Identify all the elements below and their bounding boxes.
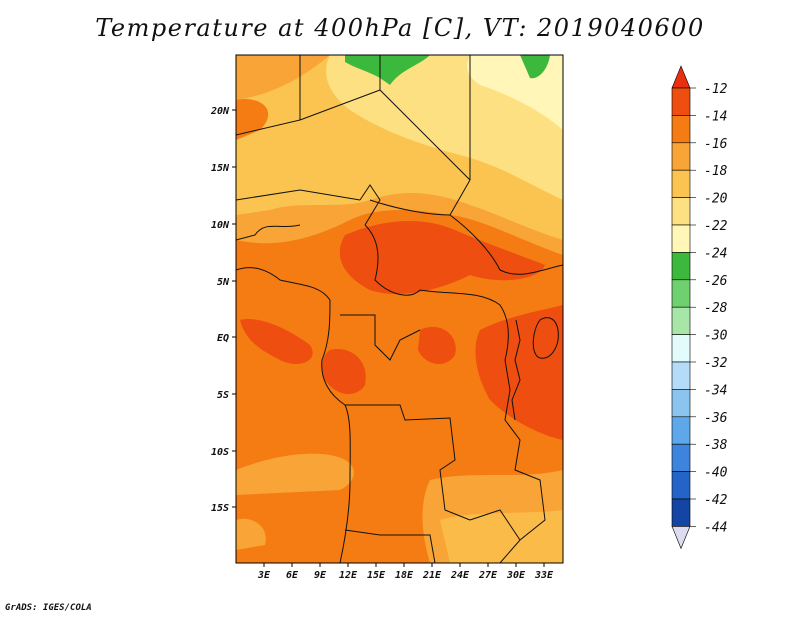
lat-label: 15S xyxy=(211,503,229,514)
colorbar-swatch xyxy=(671,142,691,171)
colorbar-swatch xyxy=(671,224,691,253)
lon-label: 30E xyxy=(506,570,526,581)
colorbar-label: -44 xyxy=(704,520,727,535)
lon-label: 21E xyxy=(422,570,442,581)
lat-label: 5S xyxy=(217,390,229,401)
lon-label: 9E xyxy=(314,570,327,581)
colorbar-label: -18 xyxy=(704,164,728,179)
colorbar-label: -14 xyxy=(704,109,727,124)
colorbar-swatch xyxy=(671,115,691,144)
colorbar-swatch xyxy=(671,416,691,445)
colorbar-label: -22 xyxy=(704,219,728,234)
colorbar-label: -40 xyxy=(704,466,728,481)
colorbar-swatch xyxy=(671,306,691,335)
colorbar-label: -42 xyxy=(704,493,728,508)
lon-label: 6E xyxy=(286,570,299,581)
colorbar-swatch xyxy=(671,279,691,308)
lat-label: 20N xyxy=(210,106,230,117)
temperature-field xyxy=(236,55,563,563)
colorbar-swatch xyxy=(671,252,691,281)
lon-ticks xyxy=(263,563,545,567)
lat-label: 10S xyxy=(211,447,229,458)
lat-ticks xyxy=(232,109,236,508)
lon-label: 33E xyxy=(534,570,554,581)
colorbar-label: -26 xyxy=(704,274,728,289)
colorbar-top-arrow xyxy=(671,65,691,89)
colorbar-label: -30 xyxy=(704,329,728,344)
colorbar-swatch xyxy=(671,334,691,363)
colorbar-label: -38 xyxy=(704,438,728,453)
lon-label: 24E xyxy=(450,570,470,581)
grads-credit: GrADS: IGES/COLA xyxy=(5,603,92,613)
colorbar-bottom-arrow xyxy=(671,526,691,550)
colorbar-legend: -12 -14 -16 -18 -20 -22 -24 -26 -28 -30 -32 -34 -36 -… xyxy=(671,65,728,550)
lat-label: 15N xyxy=(211,163,230,174)
colorbar-swatch xyxy=(671,169,691,198)
lat-label: EQ xyxy=(217,333,229,344)
colorbar-swatch xyxy=(671,87,691,116)
country-borders xyxy=(236,55,563,563)
lon-label: 18E xyxy=(395,570,414,581)
colorbar-label: -36 xyxy=(704,411,728,426)
colorbar-label: -34 xyxy=(704,383,727,398)
colorbar-swatch xyxy=(671,361,691,390)
plot-frame xyxy=(235,54,564,564)
lon-label: 15E xyxy=(367,570,386,581)
colorbar-swatch xyxy=(671,197,691,226)
colorbar-label: -24 xyxy=(704,246,727,261)
colorbar-swatch xyxy=(671,389,691,418)
lon-label: 3E xyxy=(257,570,271,581)
colorbar-swatch xyxy=(671,498,691,527)
map-title: Temperature at 400hPa [C], VT: 201904060… xyxy=(95,14,705,42)
lat-label: 10N xyxy=(211,220,230,231)
lat-label: 5N xyxy=(217,277,230,288)
colorbar-label: -28 xyxy=(704,301,728,316)
lon-label: 27E xyxy=(478,570,498,581)
colorbar-swatch xyxy=(671,471,691,500)
colorbar-swatch xyxy=(671,443,691,472)
lon-label: 12E xyxy=(339,570,358,581)
colorbar-label: -12 xyxy=(704,82,728,97)
colorbar-label: -16 xyxy=(704,137,728,152)
colorbar-label: -32 xyxy=(704,356,728,371)
colorbar-label: -20 xyxy=(704,192,728,207)
